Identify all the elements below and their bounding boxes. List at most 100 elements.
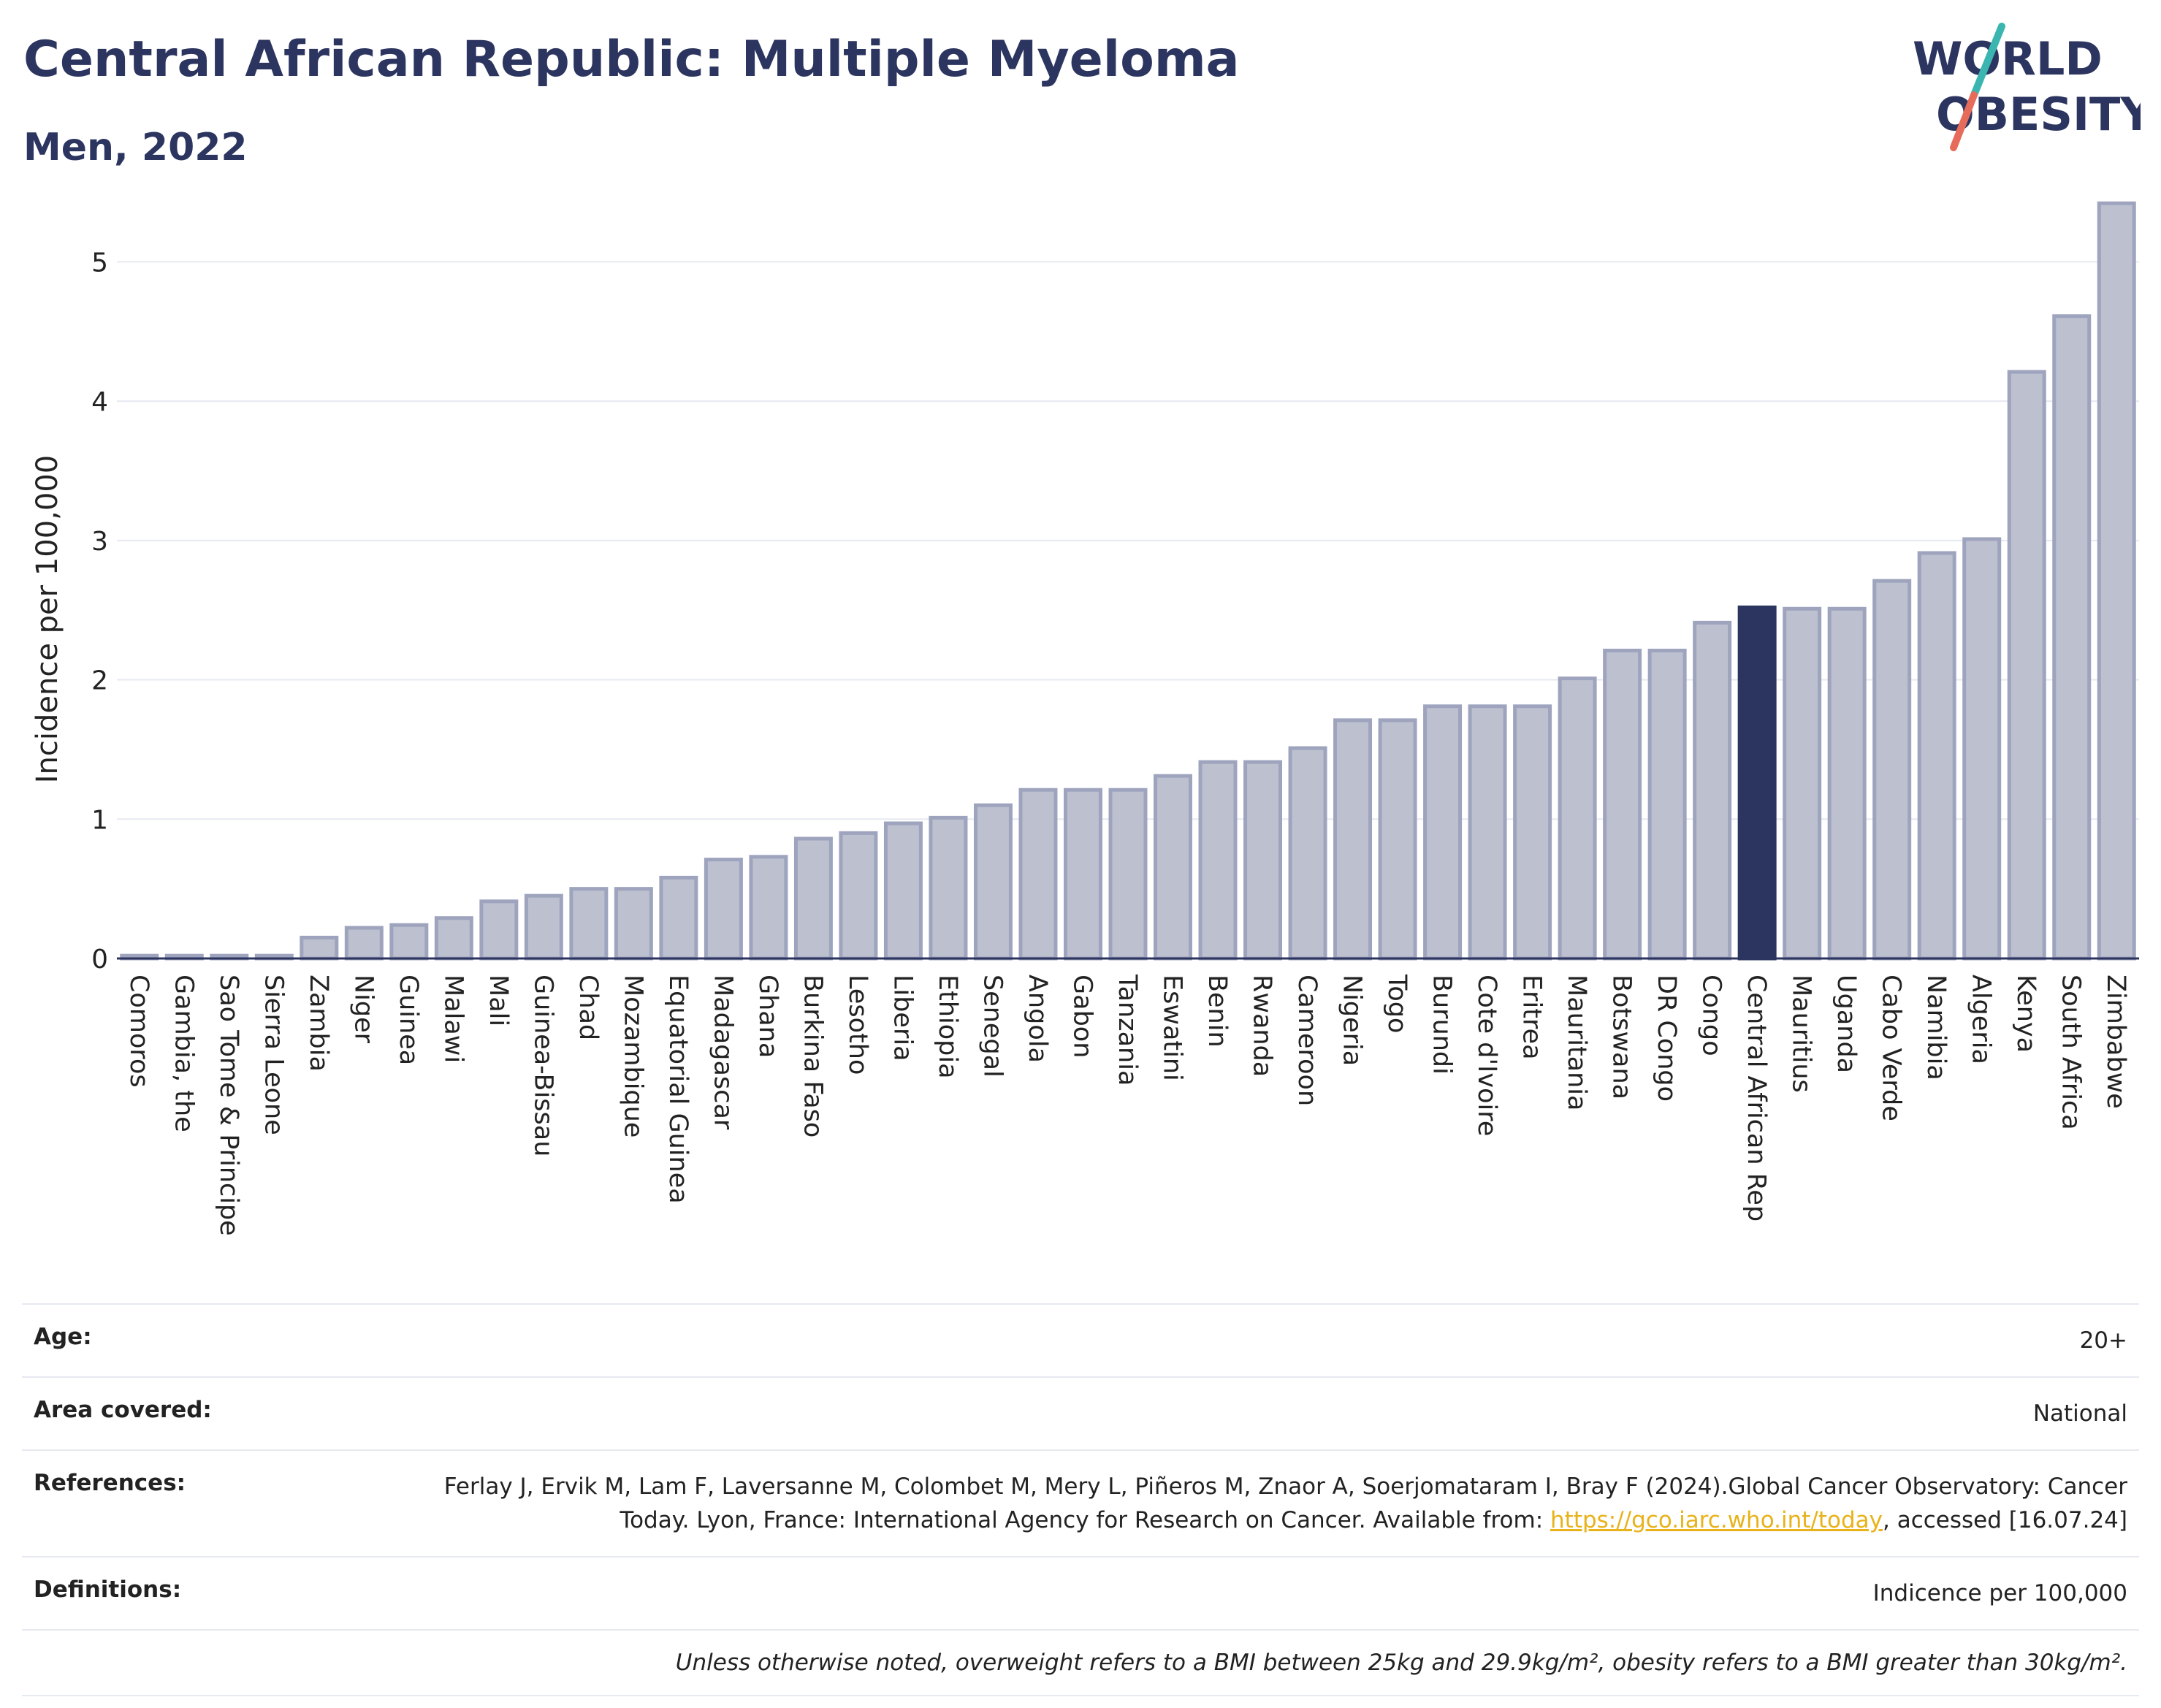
bars: [120, 201, 2136, 961]
x-tick-label: Nigeria: [1338, 975, 1367, 1066]
bar: [2052, 314, 2092, 961]
x-tick-label: Liberia: [888, 975, 917, 1061]
bar: [389, 923, 429, 961]
y-tick-label: 4: [91, 387, 108, 417]
info-row-definitions: Definitions: Indicence per 100,000: [22, 1556, 2139, 1629]
info-row-note: Unless otherwise noted, overweight refer…: [22, 1629, 2139, 1696]
x-tick-label: Central African Rep: [1742, 975, 1771, 1221]
bar: [1154, 774, 1193, 961]
age-value: 20+: [2079, 1327, 2127, 1354]
age-label: Age:: [34, 1324, 92, 1350]
x-tick-label: Tanzania: [1113, 974, 1142, 1086]
x-tick-label: Niger: [348, 975, 378, 1044]
x-tick-label: Gabon: [1067, 975, 1097, 1058]
bar: [1962, 537, 2002, 961]
x-tick-label: Lesotho: [843, 975, 872, 1075]
bar: [1603, 648, 1642, 961]
x-tick-label: Equatorial Guinea: [663, 975, 693, 1204]
bar: [1063, 788, 1102, 961]
bar: [883, 821, 923, 961]
bar: [1288, 746, 1327, 961]
bar: [2007, 370, 2046, 961]
x-tick-label: Cote d'Ivoire: [1472, 975, 1501, 1136]
bar: [1468, 704, 1507, 961]
x-tick-label: Congo: [1697, 975, 1726, 1056]
x-tick-label: Benin: [1203, 975, 1232, 1048]
area-value: National: [2032, 1400, 2127, 1427]
logo-slash-top: [1970, 23, 2005, 99]
x-tick-label: Gambia, the: [169, 975, 198, 1132]
references-value: Ferlay J, Ervik M, Lam F, Laversanne M, …: [374, 1470, 2127, 1537]
y-axis-label: Incidence per 100,000: [31, 455, 64, 784]
x-tick-label: Sierra Leone: [259, 975, 288, 1135]
definitions-label: Definitions:: [34, 1577, 182, 1603]
bar: [1513, 704, 1552, 961]
x-tick-label: Namibia: [1921, 975, 1951, 1080]
logo-slash-bottom: [1950, 91, 1978, 151]
references-text: Ferlay J, Ervik M, Lam F, Laversanne M, …: [443, 1473, 2127, 1533]
x-tick-label: Cabo Verde: [1877, 975, 1906, 1121]
bar: [704, 858, 743, 961]
references-label: References:: [34, 1470, 186, 1496]
bar: [929, 815, 968, 961]
bar: [1378, 718, 1417, 961]
bar: [1693, 620, 1732, 961]
bar: [1783, 606, 1822, 961]
x-tick-label: Guinea-Bissau: [528, 975, 557, 1156]
x-tick-label: Burkina Faso: [798, 975, 827, 1137]
bar: [524, 893, 563, 961]
info-table: Age: 20+ Area covered: National Referenc…: [22, 1303, 2139, 1696]
bar: [479, 899, 519, 961]
bar: [973, 803, 1013, 961]
world-obesity-logo: WORLD OBESITY: [1913, 23, 2141, 151]
bar: [300, 935, 339, 961]
x-tick-label: Chad: [573, 975, 603, 1040]
bar: [1872, 579, 1912, 961]
x-tick-label: Comoros: [124, 975, 153, 1088]
references-link[interactable]: https://gco.iarc.who.int/today: [1550, 1507, 1883, 1533]
bar: [344, 926, 384, 961]
y-tick-label: 2: [91, 666, 108, 696]
bar: [749, 855, 788, 961]
x-tick-label: DR Congo: [1652, 975, 1681, 1102]
info-row-references: References: Ferlay J, Ervik M, Lam F, La…: [22, 1449, 2139, 1556]
x-tick-label: Togo: [1382, 974, 1411, 1033]
x-tick-label: Eswatini: [1158, 975, 1187, 1081]
x-tick-label: Algeria: [1967, 975, 1996, 1064]
x-tick-label: Ethiopia: [933, 975, 962, 1079]
y-tick-label: 1: [91, 805, 108, 835]
info-row-age: Age: 20+: [22, 1303, 2139, 1376]
bar: [1647, 648, 1687, 961]
x-tick-label: Cameroon: [1292, 975, 1322, 1106]
x-tick-label: Mauritius: [1787, 975, 1816, 1093]
logo-text-world: WORLD: [1913, 32, 2103, 85]
bar: [569, 887, 609, 961]
x-tick-label: Mozambique: [618, 975, 647, 1137]
x-tick-label: Zambia: [304, 975, 333, 1072]
y-tick-label: 3: [91, 527, 108, 557]
bar: [839, 831, 878, 961]
bar: [1333, 718, 1373, 961]
x-tick-label: South Africa: [2057, 975, 2086, 1130]
x-axis-labels: Comoros Gambia, the Sao Tome & Principe Sie…: [124, 974, 2130, 1236]
y-tick-label: 0: [91, 945, 108, 975]
x-tick-label: Rwanda: [1248, 975, 1277, 1077]
bar: [1243, 760, 1283, 961]
bar: [1198, 760, 1238, 961]
bar: [2097, 201, 2136, 961]
bar: [614, 887, 653, 961]
bar: [1827, 606, 1867, 961]
bar-chart: 0 1 2 3 4 5 Comoros Gambia, the Sao Tome & Prin…: [31, 201, 2139, 1236]
x-tick-label: Mali: [484, 975, 513, 1026]
bar: [1423, 704, 1463, 961]
x-tick-label: Malawi: [438, 975, 468, 1063]
x-tick-label: Eritrea: [1517, 975, 1547, 1060]
x-tick-label: Angola: [1023, 975, 1052, 1063]
x-tick-label: Mauritania: [1562, 975, 1591, 1110]
x-tick-label: Guinea: [394, 975, 423, 1065]
y-tick-label: 5: [91, 248, 108, 278]
x-tick-label: Zimbabwe: [2101, 975, 2130, 1109]
chart-subtitle: Men, 2022: [23, 126, 248, 169]
x-tick-label: Kenya: [2011, 975, 2040, 1053]
references-accessed: , accessed [16.07.24]: [1882, 1507, 2127, 1533]
